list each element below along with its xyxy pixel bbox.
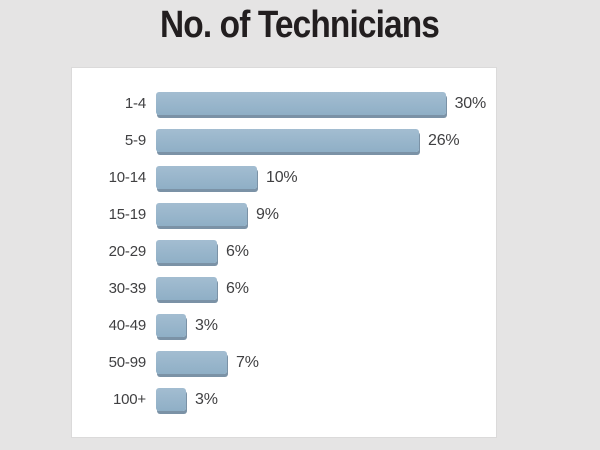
value-label: 10% (266, 168, 298, 186)
chart-row: 20-29 6% (84, 238, 486, 265)
bar (156, 388, 186, 411)
bar (156, 129, 419, 152)
bar (156, 166, 257, 189)
chart-row: 5-9 26% (84, 127, 486, 154)
chart-row: 30-39 6% (84, 275, 486, 302)
bar (156, 203, 247, 226)
value-label: 3% (195, 316, 218, 334)
category-label: 30-39 (108, 280, 147, 297)
category-label: 100+ (113, 391, 146, 408)
bar (156, 92, 446, 115)
category-label: 10-14 (108, 169, 147, 186)
bar (156, 277, 217, 300)
category-label: 15-19 (108, 206, 147, 223)
category-label: 40-49 (108, 317, 147, 334)
value-label: 9% (256, 205, 279, 223)
value-label: 6% (226, 279, 249, 297)
value-label: 7% (236, 353, 259, 371)
bar (156, 240, 217, 263)
value-label: 3% (195, 390, 218, 408)
chart-row: 15-19 9% (84, 201, 486, 228)
category-label: 50-99 (108, 354, 147, 371)
category-label: 20-29 (108, 243, 147, 260)
value-label: 30% (454, 94, 487, 112)
category-label: 5-9 (124, 132, 146, 149)
value-label: 26% (428, 131, 460, 149)
category-label: 1-4 (124, 95, 146, 112)
chart-title-area: No. of Technicians (0, 4, 600, 47)
value-label: 6% (226, 242, 249, 260)
chart-row: 40-49 3% (84, 312, 486, 339)
chart-row: 50-99 7% (84, 349, 486, 376)
chart-row: 100+ 3% (84, 386, 486, 413)
chart-row: 10-14 10% (84, 164, 486, 191)
chart-panel: 1-4 30% 5-9 26% 10-14 10% 15-19 9% 20-29 6% 30-39 6… (71, 67, 497, 438)
bar-chart: 1-4 30% 5-9 26% 10-14 10% 15-19 9% 20-29 6% 30-39 6… (84, 90, 486, 413)
bar (156, 314, 186, 337)
chart-row: 1-4 30% (84, 90, 486, 117)
chart-title: No. of Technicians (160, 4, 441, 46)
bar (156, 351, 227, 374)
